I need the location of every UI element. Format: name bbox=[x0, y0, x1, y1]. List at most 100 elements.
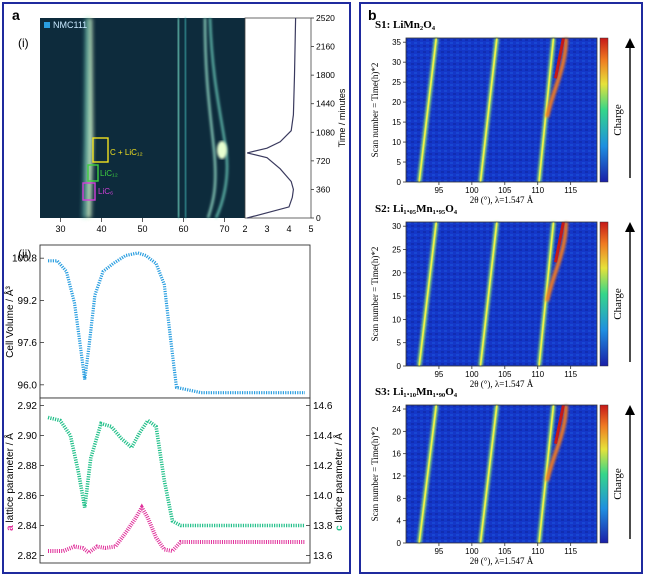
subplot-frame bbox=[405, 404, 598, 544]
label-c-lic12: C + LiC₁₂ bbox=[110, 148, 143, 157]
x-tick-label: 95 bbox=[434, 547, 443, 556]
voltage-curve bbox=[247, 17, 297, 219]
charge-arrow-head bbox=[625, 405, 635, 415]
charge-label: Charge bbox=[612, 468, 624, 500]
y-tick-label: 15 bbox=[392, 118, 401, 127]
voltage-x-tick-label: 5 bbox=[308, 224, 313, 234]
y-tick-label: 12 bbox=[392, 472, 401, 481]
a-lattice-tick-label: 2.92 bbox=[18, 401, 38, 412]
x-tick-label: 105 bbox=[498, 370, 512, 379]
cell-volume-y-ticks: 100.8 99.2 97.6 96.0 bbox=[12, 254, 44, 391]
c-lattice-tick-label: 13.6 bbox=[313, 551, 333, 562]
time-y-ticks: 0 360 720 1080 1440 1800 2160 2520 bbox=[311, 13, 335, 223]
x-tick-label: 110 bbox=[531, 370, 544, 379]
time-tick-label: 0 bbox=[316, 213, 321, 223]
c-lattice-tick-label: 14.2 bbox=[313, 461, 333, 472]
time-tick-label: 1440 bbox=[316, 99, 335, 109]
diffraction-peak-core bbox=[479, 404, 498, 544]
label-lic12: LiC₁₂ bbox=[100, 169, 118, 178]
c-lattice-tick-label: 14.0 bbox=[313, 491, 333, 502]
y-tick-label: 20 bbox=[392, 427, 401, 436]
x-tick-label: 100 bbox=[465, 186, 479, 195]
c-lattice-axis-label: c lattice parameter / Å bbox=[332, 433, 345, 531]
cell-volume-tick-label: 99.2 bbox=[18, 296, 38, 307]
y-tick-label: 0 bbox=[397, 178, 402, 187]
heatmap-x-tick-label: 50 bbox=[137, 224, 147, 234]
x-tick-label: 110 bbox=[531, 547, 544, 556]
hot-peak-core bbox=[554, 37, 565, 79]
subplot-title: S1: LiMn₂O₄ bbox=[375, 19, 436, 31]
y-tick-label: 25 bbox=[392, 78, 401, 87]
y-tick-label: 8 bbox=[397, 494, 402, 503]
y-tick-label: 15 bbox=[392, 292, 401, 301]
voltage-x-ticks: 2 3 4 5 bbox=[242, 224, 313, 234]
heatmap-x-tick-label: 60 bbox=[178, 224, 188, 234]
charge-arrow-head bbox=[625, 222, 635, 232]
y-tick-label: 5 bbox=[397, 339, 402, 348]
xrd-heatmap: NMC111 C + LiC₁₂ LiC₁₂ LiC₆ bbox=[40, 17, 245, 219]
y-tick-label: 0 bbox=[397, 539, 402, 548]
diffraction-peak-core bbox=[479, 37, 498, 183]
y-tick-label: 30 bbox=[392, 58, 401, 67]
voltage-x-tick-label: 4 bbox=[286, 224, 291, 234]
subplot-s3: S3: Li₁.₁₀Mn₁.₉₀O₄ 24 20 16 12 8 4 0 95 100 105 110… bbox=[370, 386, 635, 566]
cell-volume-series bbox=[48, 251, 305, 395]
a-lattice-series bbox=[48, 503, 305, 555]
x-tick-label: 115 bbox=[564, 547, 577, 556]
x-axis-label: 2θ (°), λ=1.547 Å bbox=[470, 379, 534, 389]
time-tick-label: 2160 bbox=[316, 42, 335, 52]
y-tick-label: 20 bbox=[392, 98, 401, 107]
colorbar bbox=[599, 37, 609, 183]
x-tick-label: 115 bbox=[564, 370, 577, 379]
charge-label: Charge bbox=[612, 104, 624, 136]
hot-peak bbox=[544, 221, 569, 302]
time-tick-label: 1080 bbox=[316, 127, 335, 137]
subplot-title: S3: Li₁.₁₀Mn₁.₉₀O₄ bbox=[375, 386, 458, 398]
diffraction-peak-core bbox=[538, 221, 555, 367]
y-tick-label: 20 bbox=[392, 269, 401, 278]
charge-label: Charge bbox=[612, 288, 624, 320]
c-lattice-y-ticks: 14.6 14.4 14.2 14.0 13.8 13.6 bbox=[306, 401, 333, 562]
colorbar bbox=[599, 221, 609, 367]
label-lic6: LiC₆ bbox=[98, 187, 113, 196]
x-axis-label: 2θ (°), λ=1.547 Å bbox=[470, 556, 534, 566]
box-lic12 bbox=[87, 164, 99, 182]
heatmap-x-tick-label: 70 bbox=[219, 224, 229, 234]
cell-volume-tick-label: 100.8 bbox=[12, 254, 37, 265]
y-tick-label: 10 bbox=[392, 315, 401, 324]
y-tick-label: 0 bbox=[397, 362, 402, 371]
c-lattice-tick-label: 14.4 bbox=[313, 431, 333, 442]
y-tick-label: 25 bbox=[392, 245, 401, 254]
c-lattice-tick-label: 14.6 bbox=[313, 401, 333, 412]
diffraction-peak-core bbox=[538, 37, 555, 183]
x-tick-label: 105 bbox=[498, 186, 512, 195]
cell-volume-tick-label: 97.6 bbox=[18, 338, 38, 349]
heatmap-x-tick-label: 30 bbox=[55, 224, 65, 234]
diffraction-peak-core bbox=[418, 221, 438, 367]
c-lattice-tick-label: 13.8 bbox=[313, 521, 333, 532]
y-axis-label: Scan number = Time(h)*2 bbox=[370, 247, 380, 342]
y-tick-label: 35 bbox=[392, 38, 401, 47]
box-c-lic12 bbox=[92, 137, 109, 163]
svg-text:a: a bbox=[12, 7, 20, 23]
charge-arrow-head bbox=[625, 38, 635, 48]
time-tick-label: 2520 bbox=[316, 13, 335, 23]
a-lattice-y-ticks: 2.92 2.90 2.88 2.86 2.84 2.82 bbox=[18, 401, 44, 562]
y-tick-label: 30 bbox=[392, 222, 401, 231]
y-tick-label: 10 bbox=[392, 138, 401, 147]
y-axis-label: Scan number = Time(h)*2 bbox=[370, 63, 380, 158]
subplot-frame bbox=[405, 37, 598, 183]
hot-peak-core bbox=[554, 404, 565, 444]
colorbar bbox=[599, 404, 609, 544]
subpanel-i-label: (i) bbox=[18, 36, 29, 50]
a-lattice-tick-label: 2.86 bbox=[18, 491, 38, 502]
y-tick-label: 24 bbox=[392, 405, 401, 414]
diffraction-peak-core bbox=[479, 221, 498, 367]
x-axis-label: 2θ (°), λ=1.547 Å bbox=[470, 195, 534, 205]
x-tick-label: 95 bbox=[434, 370, 443, 379]
y-tick-label: 16 bbox=[392, 450, 401, 459]
y-tick-label: 4 bbox=[397, 517, 402, 526]
voltage-x-tick-label: 2 bbox=[242, 224, 247, 234]
heatmap-x-ticks: 30 40 50 60 70 bbox=[55, 218, 230, 234]
